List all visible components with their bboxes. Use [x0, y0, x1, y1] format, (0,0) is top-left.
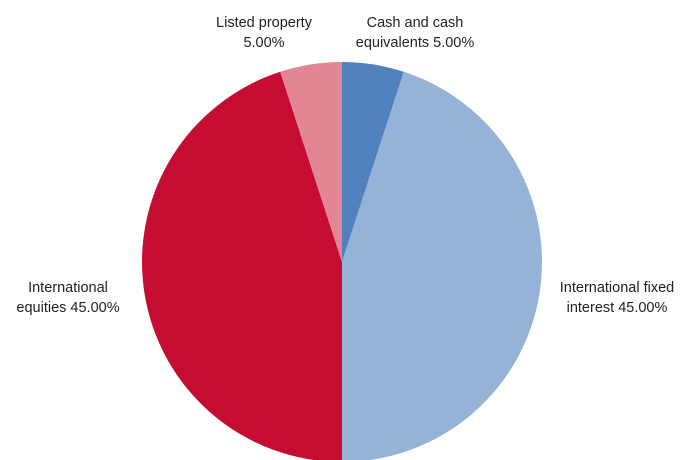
slice-label-line: interest 45.00%	[567, 300, 668, 316]
slice-label-line: equities 45.00%	[16, 300, 119, 316]
slice-label-listed-property: Listed property 5.00%	[216, 15, 313, 51]
pie-slices	[142, 62, 542, 460]
slice-label-international-equities: International equities 45.00%	[16, 280, 119, 316]
pie-slice-listed-property	[280, 62, 342, 262]
slice-label-cash-and-cash-equivalents: Cash and cash equivalents 5.00%	[356, 15, 475, 51]
slice-label-international-fixed-interest: International fixed interest 45.00%	[560, 280, 674, 316]
pie-slice-cash-and-cash-equivalents	[342, 62, 404, 262]
pie-slice-international-fixed-interest	[342, 71, 542, 460]
pie-labels: Cash and cash equivalents 5.00% Internatio…	[16, 15, 674, 316]
slice-label-line: Cash and cash	[367, 15, 464, 31]
slice-label-line: Listed property	[216, 15, 313, 31]
slice-label-line: International fixed	[560, 280, 674, 296]
slice-label-line: 5.00%	[243, 35, 284, 51]
slice-label-line: International	[28, 280, 108, 296]
pie-slice-international-equities	[142, 71, 342, 460]
slice-label-line: equivalents 5.00%	[356, 35, 475, 51]
